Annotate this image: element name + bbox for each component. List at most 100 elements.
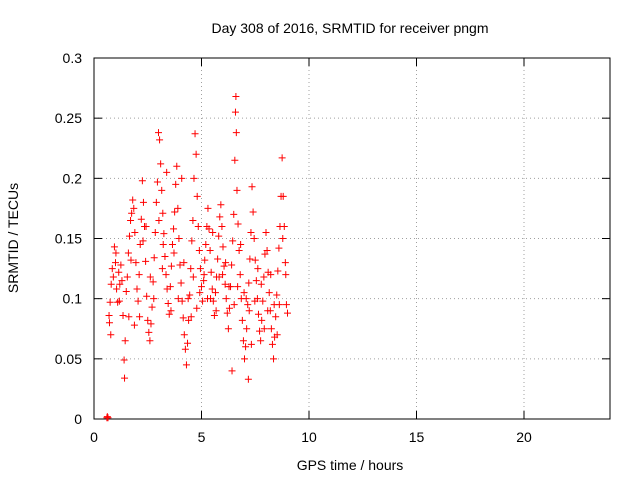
data-point [217,201,225,209]
data-point [174,295,182,303]
data-point [222,259,230,267]
data-point [167,307,175,315]
data-point [146,273,154,281]
data-point [228,261,236,269]
data-point [161,253,169,261]
data-point [185,316,193,324]
data-point [130,321,138,329]
data-point [192,150,200,158]
data-point [191,130,199,138]
data-point [175,235,183,242]
data-point [143,292,151,300]
data-point [214,255,222,263]
data-point [280,222,288,230]
data-point [282,271,290,279]
data-point [257,337,265,345]
data-point [150,254,158,262]
data-point [230,301,238,309]
data-point [257,280,265,288]
data-point [128,209,136,217]
data-point [248,183,256,191]
data-point [256,327,264,335]
data-point [247,228,255,236]
data-point [189,216,197,224]
data-point [153,178,161,186]
data-point [103,413,111,421]
data-point [261,250,269,258]
data-point [114,298,122,306]
data-point [207,295,215,303]
data-point [274,267,282,275]
data-point [130,204,138,212]
data-point [225,283,233,291]
data-point [119,312,127,320]
data-point [246,255,254,263]
data-point [147,320,155,328]
data-point [275,244,283,252]
data-point [230,210,238,218]
data-point [251,297,259,305]
data-point [104,414,112,422]
data-point [115,297,123,305]
data-point [172,180,180,188]
data-point [232,129,240,137]
data-point [146,337,154,345]
data-point [254,265,262,273]
data-point [170,249,178,257]
data-point [193,192,201,200]
data-point [278,154,286,162]
data-point [231,108,239,116]
data-point [184,339,192,347]
data-point [234,283,242,291]
y-tick-label: 0.05 [55,351,82,367]
data-point [163,168,171,176]
axes: 0 5 10 15 20 0 0.05 0.1 0.15 0.2 0.25 0.3 [55,50,610,445]
data-point [159,209,167,217]
data-point [167,262,175,270]
data-point [106,298,114,306]
chart-title: Day 308 of 2016, SRMTID for receiver png… [211,20,488,36]
data-point [212,307,220,315]
data-point [196,289,204,297]
data-point [240,289,248,297]
data-point [194,222,202,230]
data-point [245,307,253,315]
x-tick-label: 10 [301,429,317,445]
data-point [200,271,208,279]
data-point [112,259,119,267]
data-point [234,220,242,228]
data-point [180,331,188,339]
data-point [262,228,270,236]
data-point [112,249,120,257]
data-point [180,259,188,267]
data-point [245,279,253,287]
data-point [263,247,271,255]
y-tick-label: 0.2 [63,170,83,186]
data-point [216,213,224,221]
data-point [181,345,189,353]
data-point [131,228,139,236]
data-point [124,249,132,257]
data-point [247,340,255,348]
data-point [273,331,281,339]
data-point [221,280,229,288]
data-point [142,257,150,265]
data-point [157,160,165,168]
data-point [200,277,208,285]
data-point [186,291,194,299]
data-point [231,156,239,164]
data-point [149,278,157,286]
y-tick-label: 0.15 [55,231,82,247]
data-point [284,309,291,317]
data-point [150,295,158,303]
data-point [136,313,144,321]
data-point [272,313,280,321]
data-points [103,93,291,422]
data-point [145,328,153,336]
data-point [184,295,192,303]
x-tick-label: 5 [198,429,206,445]
data-point [139,198,147,206]
data-point [273,291,281,299]
data-point [162,271,170,279]
data-point [159,241,167,249]
